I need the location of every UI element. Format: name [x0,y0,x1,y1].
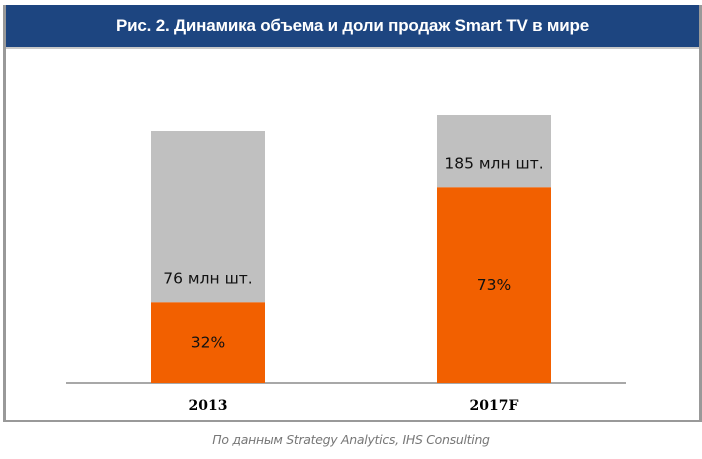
bar-rest-2017F [437,115,551,188]
category-label-2017F: 2017F [470,398,519,414]
chart-frame: Рис. 2. Динамика объема и доли продаж Sm… [3,5,702,422]
source-note: По данным Strategy Analytics, IHS Consul… [212,432,490,447]
chart-title: Рис. 2. Динамика объема и доли продаж Sm… [6,5,699,47]
category-label-2013: 2013 [189,398,228,414]
share-label-2013: 32% [191,334,225,352]
bar-share-2013 [151,302,265,383]
bar-share-2017F [437,187,551,383]
bar-rest-2013 [151,131,265,303]
volume-label-2017F: 185 млн шт. [444,154,543,172]
bars-group: 76 млн шт. 32% 2013 185 млн шт. 73% 2017F [151,115,551,414]
title-divider [6,47,699,49]
share-label-2017F: 73% [477,276,511,294]
volume-label-2013: 76 млн шт. [163,269,252,287]
